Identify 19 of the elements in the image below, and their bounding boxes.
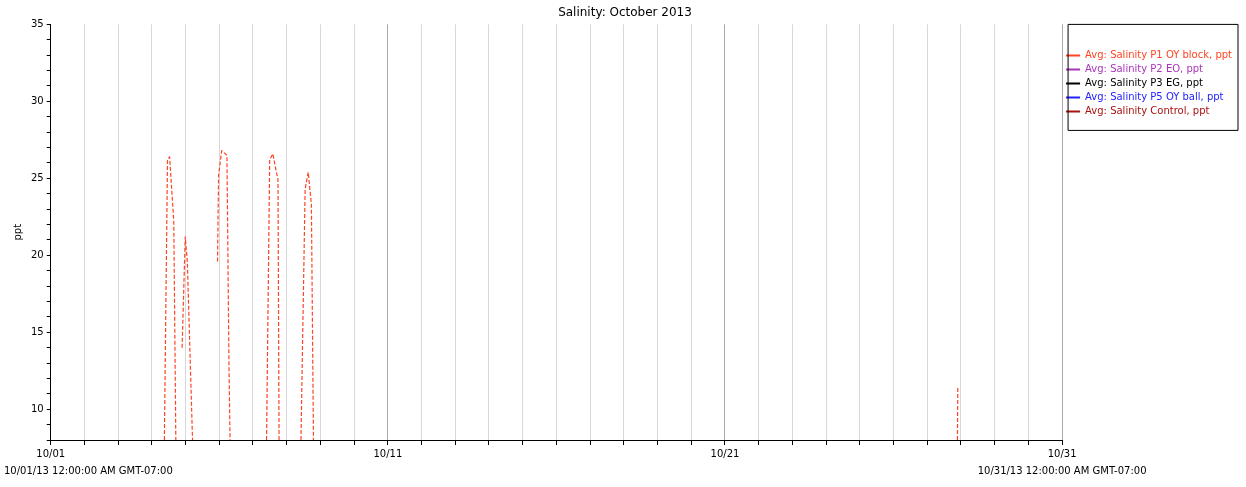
y-tick-label: 20 — [30, 248, 44, 260]
chart-title: Salinity: October 2013 — [558, 5, 692, 20]
y-axis-title: ppt — [11, 223, 23, 241]
legend-label: Avg: Salinity P3 EG, ppt — [1085, 76, 1203, 88]
x-tick-label: 10/01 — [36, 447, 66, 459]
y-tick-label: 25 — [30, 171, 44, 183]
y-tick-label: 30 — [30, 94, 44, 106]
x-tick-label: 10/11 — [373, 447, 403, 459]
text: 10/31/13 12:00:00 AM GMT-07:00 — [977, 464, 1147, 476]
legend-label: Avg: Salinity P1 OY block, ppt — [1085, 48, 1233, 60]
y-tick-label: 10 — [30, 402, 44, 414]
legend-label: Avg: Salinity P2 EO, ppt — [1085, 62, 1204, 74]
y-tick-label: 15 — [30, 325, 44, 337]
text: 10/01/13 12:00:00 AM GMT-07:00 — [4, 464, 173, 476]
y-tick-label: 35 — [30, 17, 44, 29]
x-tick-label: 10/31 — [1047, 447, 1077, 459]
legend-label: Avg: Salinity Control, ppt — [1085, 104, 1210, 116]
x-tick-label: 10/21 — [710, 447, 740, 459]
legend-label: Avg: Salinity P5 OY ball, ppt — [1085, 90, 1224, 102]
